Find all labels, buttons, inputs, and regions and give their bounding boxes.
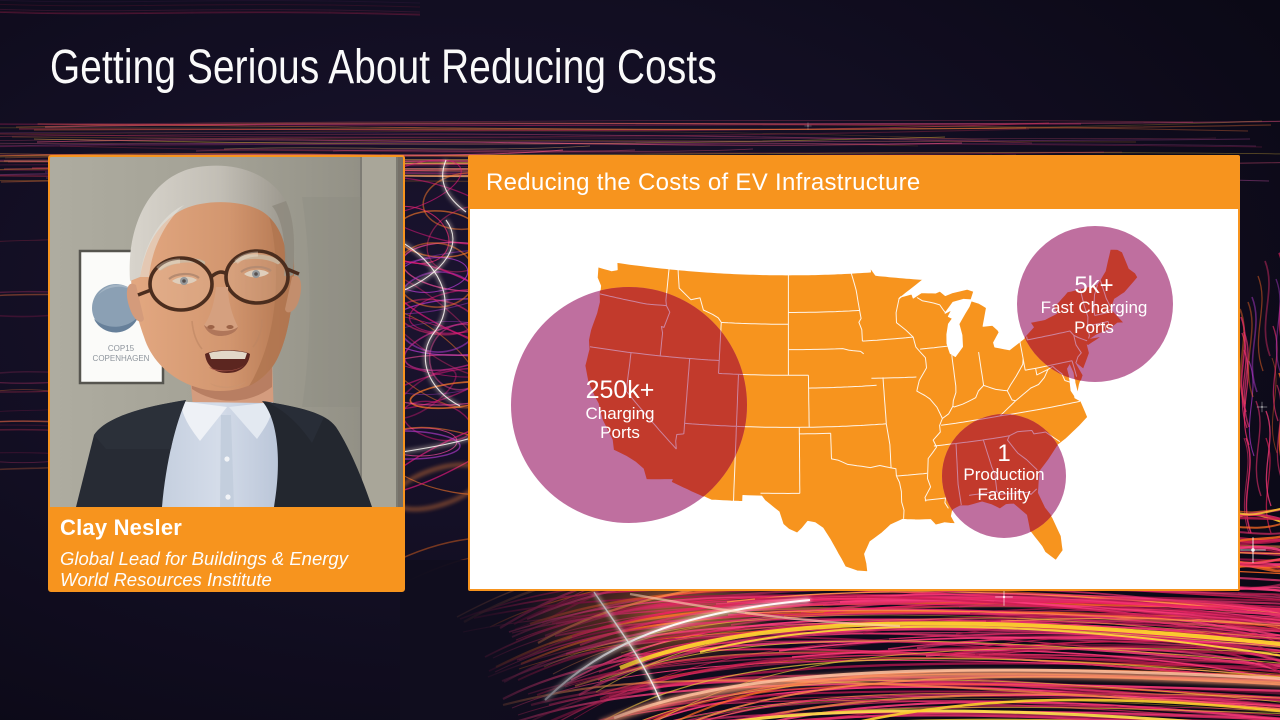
svg-text:COP15: COP15 — [108, 344, 135, 353]
svg-text:Ports: Ports — [600, 423, 640, 442]
svg-text:5k+: 5k+ — [1074, 272, 1113, 299]
svg-text:Charging: Charging — [586, 404, 655, 423]
svg-text:250k+: 250k+ — [586, 376, 655, 404]
svg-text:Fast Charging: Fast Charging — [1041, 298, 1148, 317]
svg-text:Ports: Ports — [1074, 318, 1114, 337]
svg-text:Production: Production — [963, 465, 1044, 484]
svg-text:1: 1 — [997, 440, 1010, 467]
svg-text:COPENHAGEN: COPENHAGEN — [93, 354, 150, 363]
svg-text:Facility: Facility — [978, 485, 1031, 504]
